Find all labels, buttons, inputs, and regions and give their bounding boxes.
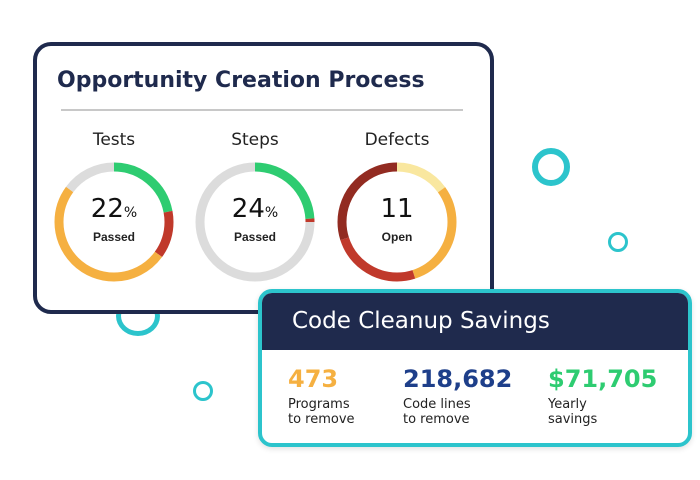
gauge-segment — [54, 162, 174, 282]
gauge-segment — [54, 162, 174, 282]
stat-value: 218,682 — [403, 365, 513, 393]
metric-label: Defects — [364, 130, 430, 150]
metric-defects: Defects 11 Open — [332, 130, 462, 284]
decorative-circle-icon — [608, 232, 628, 252]
stat-code-lines: 218,682 Code lines to remove — [403, 365, 512, 427]
stat-programs: 473 Programs to remove — [288, 365, 355, 427]
card-header: Code Cleanup Savings — [262, 293, 688, 350]
gauge-segment — [337, 162, 457, 282]
gauge-segment — [337, 162, 457, 282]
donut-ring — [337, 162, 457, 282]
gauge-unit: % — [123, 205, 138, 221]
cleanup-savings-card: Code Cleanup Savings 473 Programs to rem… — [258, 289, 692, 447]
decorative-circle-icon — [193, 381, 213, 401]
gauge-value: 11 — [380, 194, 414, 224]
stat-label: Yearly savings — [548, 397, 598, 427]
decorative-circle-icon — [532, 148, 570, 186]
stat-label: Programs to remove — [288, 397, 355, 427]
gauge-caption: Passed — [92, 230, 136, 244]
metric-tests: Tests 22% Passed — [49, 130, 179, 284]
donut-gauge-icon: 11 Open — [335, 160, 459, 284]
stat-value: 473 — [288, 365, 339, 393]
gauge-segment — [337, 162, 457, 282]
donut-gauge-icon: 24% Passed — [193, 160, 317, 284]
donut-ring — [195, 162, 315, 282]
stat-value: $71,705 — [548, 365, 658, 393]
stat-yearly-savings: $71,705 Yearly savings — [548, 365, 657, 427]
donut-ring — [54, 162, 174, 282]
gauge-segment — [195, 162, 315, 282]
card-title: Opportunity Creation Process — [57, 68, 425, 93]
gauge-unit: % — [264, 205, 279, 221]
opportunity-card: Opportunity Creation Process Tests 22% P… — [33, 42, 494, 314]
gauge-caption: Passed — [233, 230, 277, 244]
gauge-segment — [195, 162, 315, 282]
gauge-segment — [54, 162, 174, 282]
gauge-value: 24 — [231, 194, 265, 224]
donut-gauge-icon: 22% Passed — [52, 160, 176, 284]
metric-steps: Steps 24% Passed — [190, 130, 320, 284]
gauge-value: 22 — [90, 194, 124, 224]
metric-label: Steps — [231, 130, 279, 150]
stat-label: Code lines to remove — [403, 397, 471, 427]
gauge-caption: Open — [381, 230, 413, 244]
metric-label: Tests — [92, 130, 136, 150]
divider — [61, 109, 463, 111]
card-title: Code Cleanup Savings — [292, 308, 550, 334]
